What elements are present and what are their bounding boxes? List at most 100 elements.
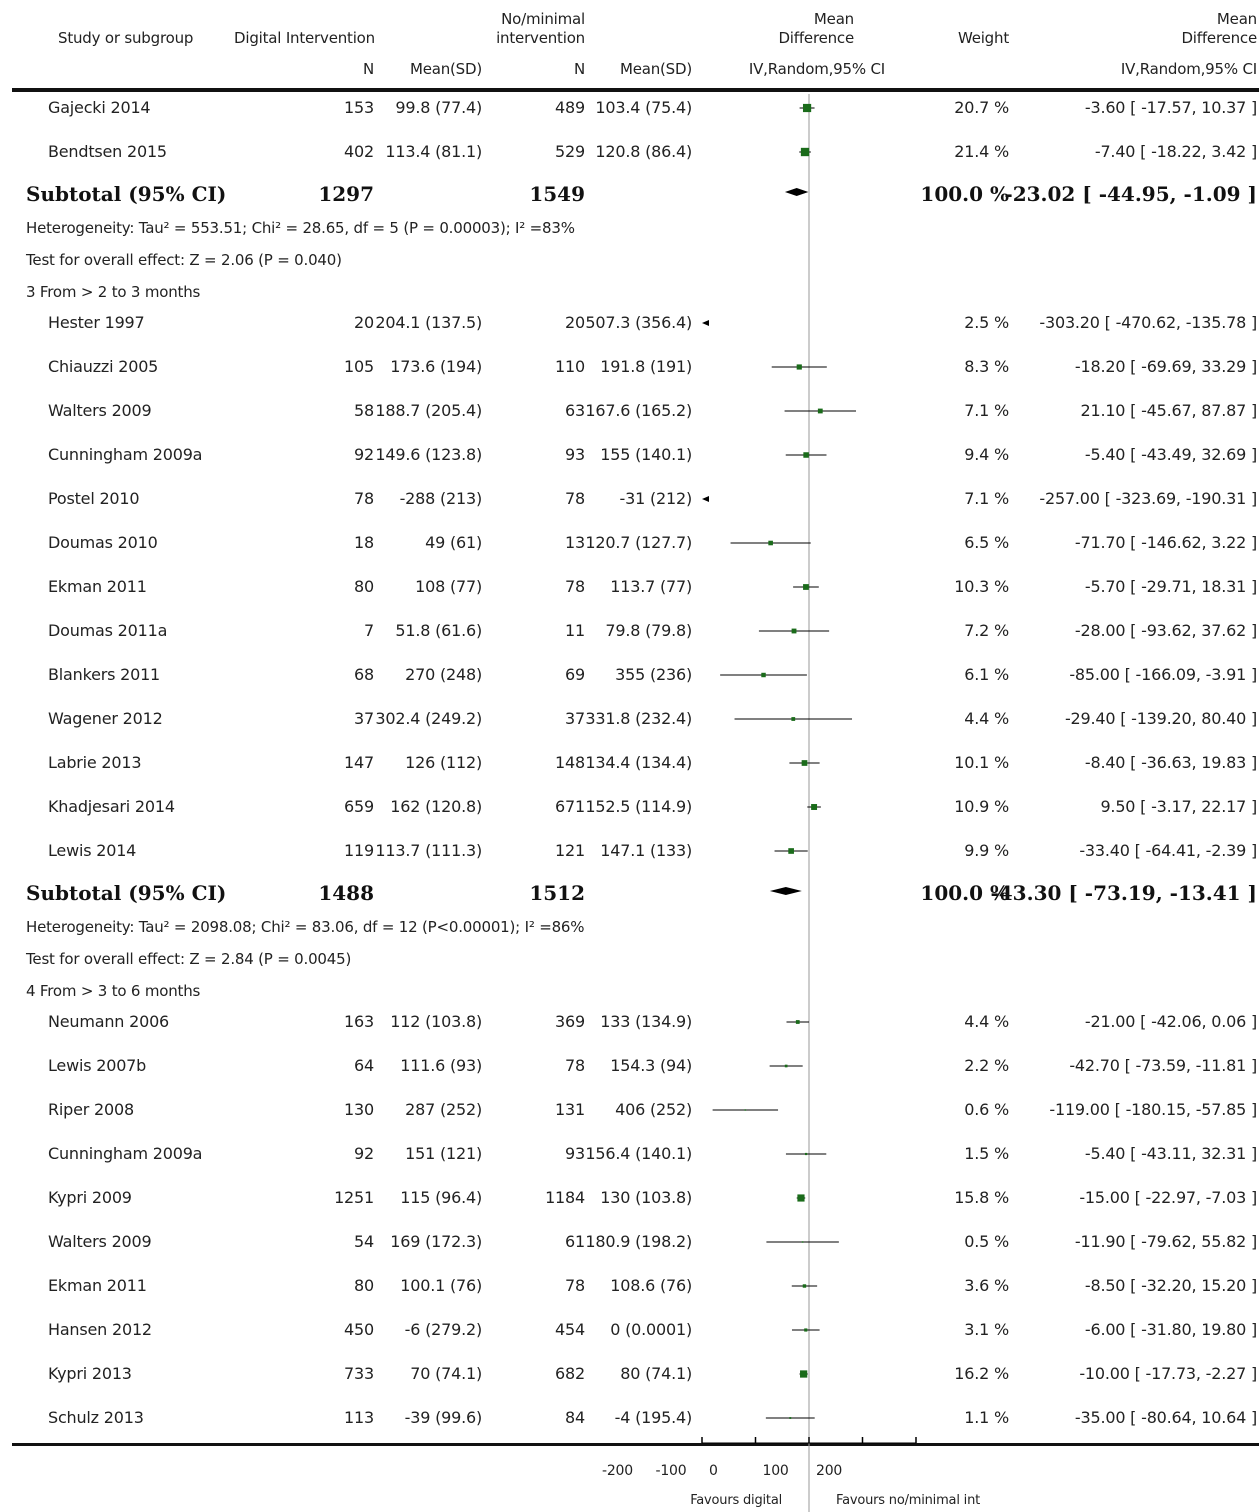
header-mean1: Mean(SD)	[409, 60, 482, 78]
study-mean1: 302.4 (249.2)	[375, 709, 482, 728]
x-tick-label: -200	[602, 1463, 633, 1479]
study-n1: 153	[344, 98, 374, 117]
study-name: Schulz 2013	[48, 1408, 144, 1427]
header-method2: IV,Random,95% CI	[1120, 60, 1257, 78]
header-nomin-2: intervention	[496, 29, 585, 47]
study-point-estimate	[791, 628, 797, 634]
study-weight: 9.9 %	[964, 841, 1009, 860]
subtotal-weight: 100.0 %	[920, 881, 1009, 905]
study-mean1: 270 (248)	[405, 665, 482, 684]
favours-right-label: Favours no/minimal int	[836, 1493, 981, 1508]
study-mean1: -6 (279.2)	[404, 1320, 483, 1339]
study-weight: 7.1 %	[964, 489, 1009, 508]
study-n2: 671	[555, 797, 585, 816]
subtotal-n1: 1297	[318, 182, 374, 206]
study-point-estimate	[744, 1109, 747, 1111]
header-md-1: Mean	[813, 10, 854, 28]
study-weight: 15.8 %	[954, 1188, 1009, 1207]
study-mean2: -4 (195.4)	[614, 1408, 693, 1427]
study-mean2: 103.4 (75.4)	[595, 98, 692, 117]
study-n2: 11	[565, 621, 585, 640]
study-ci: -33.40 [ -64.41, -2.39 ]	[1079, 841, 1257, 860]
study-ci: -119.00 [ -180.15, -57.85 ]	[1049, 1100, 1257, 1119]
study-mean1: 108 (77)	[415, 577, 482, 596]
study-n2: 63	[565, 401, 585, 420]
study-mean1: 169 (172.3)	[390, 1232, 482, 1251]
study-n1: 7	[364, 621, 374, 640]
study-point-estimate	[811, 804, 818, 810]
study-weight: 6.5 %	[964, 533, 1009, 552]
study-n1: 105	[344, 357, 374, 376]
study-ci: -257.00 [ -323.69, -190.31 ]	[1039, 489, 1257, 508]
study-name: Walters 2009	[48, 401, 152, 420]
study-ci: -85.00 [ -166.09, -3.91 ]	[1069, 665, 1257, 684]
study-n1: 163	[344, 1012, 374, 1031]
header-rule	[12, 88, 1259, 92]
header-n1: N	[362, 60, 374, 78]
study-n2: 121	[555, 841, 585, 860]
study-ci: 9.50 [ -3.17, 22.17 ]	[1100, 797, 1257, 816]
study-weight: 2.2 %	[964, 1056, 1009, 1075]
subtotal-n2: 1549	[529, 182, 585, 206]
study-weight: 10.3 %	[954, 577, 1009, 596]
study-n2: 110	[555, 357, 585, 376]
study-n1: 58	[354, 401, 374, 420]
study-n1: 1251	[334, 1188, 374, 1207]
study-n2: 131	[555, 1100, 585, 1119]
study-mean1: 111.6 (93)	[400, 1056, 482, 1075]
x-tick-label: 0	[709, 1463, 718, 1479]
header-study: Study or subgroup	[58, 29, 194, 47]
study-point-estimate	[817, 408, 823, 414]
study-point-estimate	[801, 760, 808, 766]
study-ci: -10.00 [ -17.73, -2.27 ]	[1079, 1364, 1257, 1383]
favours-left-label: Favours digital	[690, 1493, 782, 1508]
study-mean2: 155 (140.1)	[600, 445, 692, 464]
study-name: Doumas 2010	[48, 533, 158, 552]
study-point-estimate	[800, 1370, 808, 1378]
study-mean2: 191.8 (191)	[600, 357, 692, 376]
study-mean1: 188.7 (205.4)	[375, 401, 482, 420]
study-ci: -35.00 [ -80.64, 10.64 ]	[1074, 1408, 1257, 1427]
subtotal-label: Subtotal (95% CI)	[26, 881, 227, 905]
study-mean1: 204.1 (137.5)	[375, 313, 482, 332]
study-ci: -8.50 [ -32.20, 15.20 ]	[1084, 1276, 1257, 1295]
study-name: Bendtsen 2015	[48, 142, 167, 161]
study-weight: 10.9 %	[954, 797, 1009, 816]
study-point-estimate	[803, 452, 809, 458]
study-point-estimate	[802, 1284, 807, 1288]
study-mean2: 156.4 (140.1)	[585, 1144, 692, 1163]
study-n2: 37	[565, 709, 585, 728]
study-name: Hester 1997	[48, 313, 145, 332]
subtotal-label: Subtotal (95% CI)	[26, 182, 227, 206]
subgroup-label: 3 From > 2 to 3 months	[26, 283, 201, 301]
header-weight: Weight	[957, 29, 1009, 47]
study-name: Ekman 2011	[48, 1276, 147, 1295]
study-n2: 78	[565, 1276, 585, 1295]
study-point-estimate	[801, 1241, 804, 1243]
study-mean2: 113.7 (77)	[610, 577, 692, 596]
study-n1: 68	[354, 665, 374, 684]
study-weight: 16.2 %	[954, 1364, 1009, 1383]
study-n1: 450	[344, 1320, 374, 1339]
study-point-estimate	[803, 584, 809, 590]
study-n1: 402	[344, 142, 374, 161]
study-name: Walters 2009	[48, 1232, 152, 1251]
study-point-estimate	[797, 1194, 805, 1202]
study-ci: -29.40 [ -139.20, 80.40 ]	[1064, 709, 1257, 728]
study-name: Doumas 2011a	[48, 621, 168, 640]
study-mean2: 152.5 (114.9)	[585, 797, 692, 816]
heterogeneity-note: Test for overall effect: Z = 2.06 (P = 0…	[26, 251, 342, 269]
study-n1: 78	[354, 489, 374, 508]
study-ci: -6.00 [ -31.80, 19.80 ]	[1084, 1320, 1257, 1339]
study-ci-arrow-head	[702, 496, 709, 502]
study-weight: 10.1 %	[954, 753, 1009, 772]
study-mean2: 507.3 (356.4)	[585, 313, 692, 332]
study-mean2: 154.3 (94)	[610, 1056, 692, 1075]
study-point-estimate	[784, 1064, 788, 1068]
study-mean2: 406 (252)	[615, 1100, 692, 1119]
study-n2: 13	[565, 533, 585, 552]
study-n2: 529	[555, 142, 585, 161]
study-n2: 454	[555, 1320, 585, 1339]
subtotal-n1: 1488	[318, 881, 374, 905]
